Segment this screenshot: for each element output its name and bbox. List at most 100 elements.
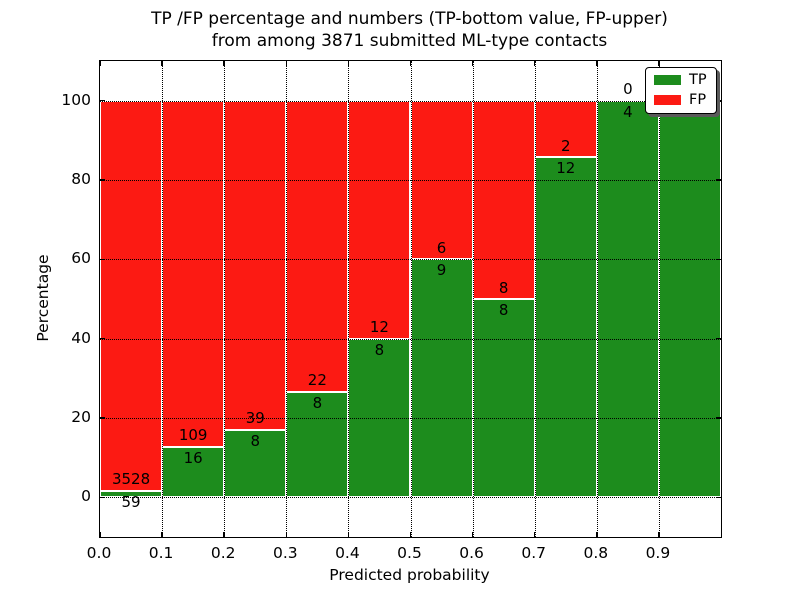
bar-segment-fp-0 [100,100,163,491]
legend-label-fp: FP [689,91,707,108]
bar-segment-fp-2 [224,100,287,430]
legend-item-fp: FP [654,91,707,108]
bar-segment-fp-4 [348,100,411,339]
bar-segment-fp-6 [472,100,535,299]
x-tick-label-0.6: 0.6 [459,544,484,562]
x-tick-top-5 [409,61,412,66]
fp-count-label-5: 6 [436,238,447,257]
tp-count-label-3: 8 [312,393,323,412]
chart-title-line1: TP /FP percentage and numbers (TP-bottom… [151,9,668,29]
y-tick-label-100: 100 [61,90,91,109]
tp-count-label-1: 16 [183,448,203,467]
x-tick-top-9 [658,61,660,66]
y-tick-left-0 [100,496,105,499]
y-tick-left-4 [100,179,105,181]
y-tick-left-3 [100,258,105,261]
bar-segment-tp-8 [596,100,659,498]
legend-box: TP FP [645,67,717,114]
x-gridline-4 [348,61,350,537]
y-tick-label-40: 40 [71,328,91,347]
fp-count-label-8: 0 [623,80,633,99]
fp-count-label-0: 3528 [111,470,151,489]
x-tick-top-4 [347,61,350,66]
x-tick-top-7 [533,61,536,66]
plot-area: 59352816109839822812968812240130 [99,60,722,538]
x-tick-label-0.5: 0.5 [397,544,422,562]
fp-count-label-7: 2 [560,136,571,155]
y-tick-right-3 [716,258,721,261]
x-tick-label-0.8: 0.8 [583,544,609,562]
x-tick-label-0.7: 0.7 [521,544,547,562]
x-tick-label-0.2: 0.2 [210,544,236,562]
legend-label-tp: TP [689,72,707,88]
tp-count-label-2: 8 [250,431,260,450]
fp-count-label-6: 8 [498,278,509,297]
x-tick-label-0.3: 0.3 [272,544,298,562]
x-tick-top-0 [99,61,101,66]
y-tick-label-0: 0 [81,487,91,506]
bar-segment-tp-6 [472,299,535,498]
x-gridline-2 [224,61,226,537]
x-tick-top-6 [471,61,474,66]
tp-count-label-8: 4 [623,102,633,121]
tp-swatch-icon [654,75,681,86]
x-gridline-7 [534,61,536,537]
x-tick-bottom-0 [99,532,101,537]
x-gridline-1 [162,61,164,537]
bar-segment-fp-3 [286,100,349,392]
fp-count-label-1: 109 [178,426,208,445]
x-gridline-6 [472,61,474,537]
bar-segment-tp-3 [286,391,349,498]
y-tick-label-20: 20 [71,408,91,426]
tp-count-label-6: 8 [498,301,509,319]
x-tick-label-0.1: 0.1 [148,544,174,562]
y-tick-right-2 [716,337,721,340]
x-gridline-3 [286,61,288,537]
bar-segment-tp-1 [162,446,225,498]
x-tick-bottom-2 [223,532,225,537]
bar-segment-fp-1 [162,100,225,447]
legend-item-tp: TP [654,73,707,88]
fp-count-label-4: 12 [369,318,389,337]
y-tick-label-80: 80 [71,170,91,188]
x-gridline-8 [596,61,598,537]
x-tick-top-8 [596,61,598,66]
x-tick-top-2 [223,61,225,66]
y-tick-right-0 [716,496,721,499]
y-tick-label-60: 60 [71,249,91,268]
bar-segment-tp-0 [100,490,163,498]
y-tick-right-1 [716,417,721,419]
x-tick-bottom-7 [533,532,536,537]
bar-segment-tp-7 [534,157,597,498]
x-tick-label-0.9: 0.9 [645,544,671,562]
y-tick-right-4 [716,179,721,181]
x-tick-bottom-5 [409,532,412,537]
tp-count-label-7: 12 [556,159,576,178]
x-gridline-9 [658,61,660,537]
x-tick-bottom-6 [471,532,474,537]
chart-title: TP /FP percentage and numbers (TP-bottom… [99,8,720,53]
fp-count-label-2: 39 [245,409,265,428]
y-tick-left-2 [100,337,105,340]
bar-segment-tp-9 [658,100,721,498]
x-tick-bottom-4 [347,532,350,537]
fp-swatch-icon [654,94,681,105]
x-tick-label-0.4: 0.4 [335,544,360,562]
x-gridline-5 [410,61,412,537]
x-tick-top-3 [285,61,288,66]
y-tick-left-5 [100,99,105,102]
x-axis-label: Predicted probability [329,566,490,584]
tp-count-label-4: 8 [374,340,385,359]
tp-count-label-0: 59 [121,492,141,511]
chart-title-line2: from among 3871 submitted ML-type contac… [211,31,608,52]
bar-segment-tp-5 [410,259,473,498]
x-tick-label-0.0: 0.0 [86,544,112,562]
y-tick-right-5 [716,99,721,102]
x-tick-top-1 [161,61,163,66]
x-tick-bottom-3 [285,532,288,537]
x-tick-bottom-1 [161,532,163,537]
y-axis-label: Percentage [34,254,52,342]
y-tick-left-1 [100,417,105,419]
fp-count-label-3: 22 [307,371,327,390]
